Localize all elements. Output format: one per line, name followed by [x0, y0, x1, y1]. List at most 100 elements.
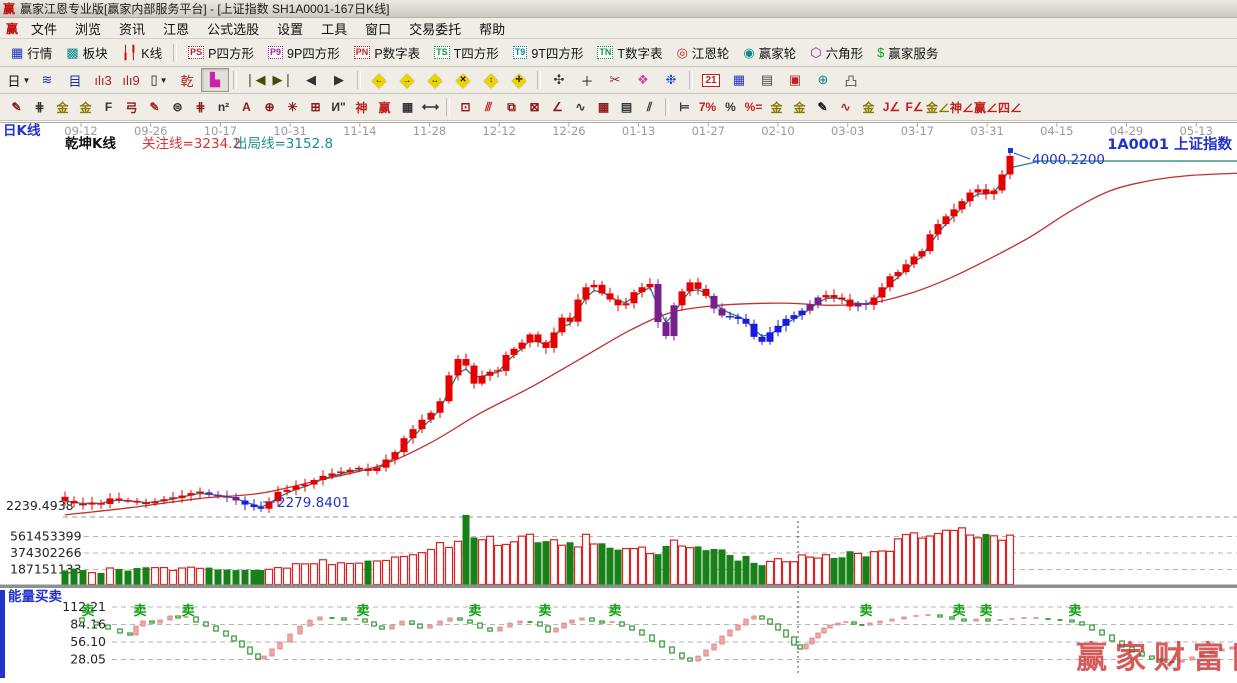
toolbar-button-step-forward[interactable]: ▶ [325, 68, 353, 92]
draw-tool-brush-tool[interactable]: ✎ [149, 100, 160, 114]
draw-tool-gann-fan-circle-tool[interactable]: ⊕ [264, 100, 275, 114]
draw-tool-span-measure-tool[interactable]: ⟷ [421, 100, 440, 114]
toolbar-button-gann-diamond-cross[interactable]: ◆ ✛ [505, 68, 533, 92]
draw-tool-ink-brush-tool[interactable]: ✎ [817, 100, 828, 114]
draw-tool-percent-retrace-tool[interactable]: 7% [698, 100, 717, 114]
chart-area[interactable]: 09-12 09-26 10-17 10-31 11-14 11-28 12-12 12-26… [0, 121, 1237, 678]
separator [357, 71, 361, 89]
toolbar-button-minor-cycle-9[interactable]: ılı9 [117, 68, 145, 92]
draw-tool-f-angle-tool[interactable]: F∠ [905, 100, 924, 114]
menu-item-trade-entrust[interactable]: 交易委托 [409, 21, 462, 37]
draw-tool-gold-line-tool[interactable]: 金 [793, 100, 806, 115]
draw-tool-pen-tool[interactable]: ✎ [11, 100, 22, 114]
menu-item-settings[interactable]: 设置 [277, 21, 304, 37]
toolbar-button-p-square[interactable]: PS P四方形 [181, 40, 261, 65]
toolbar-button-9t-square[interactable]: T9 9T四方形 [506, 40, 591, 65]
draw-tool-boxed-grid-tool[interactable]: ⊠ [529, 100, 540, 114]
draw-tool-hatch-tool[interactable]: ▤ [620, 100, 633, 114]
draw-tool-spiral-tool[interactable]: 弓 [125, 100, 138, 115]
draw-tool-number-grid-tool[interactable]: ▦ [401, 100, 414, 114]
toolbar-button-jump-last[interactable]: ▶❘ [269, 68, 297, 92]
toolbar-button-gann-diamond-h[interactable]: ◆ ↔ [421, 68, 449, 92]
draw-tool-gold-ratio-tool[interactable]: 金 [56, 100, 69, 115]
draw-tool-j-angle-tool[interactable]: J∠ [882, 100, 901, 114]
draw-tool-grid-lines-tool[interactable]: ⋕ [34, 100, 45, 114]
toolbar-button-winner-wheel[interactable]: ◉ 赢家轮 [736, 40, 803, 65]
toolbar-button-notes[interactable]: ▤ [753, 68, 781, 92]
draw-tool-dense-grid-tool[interactable]: ▦ [597, 100, 610, 114]
toolbar-button-print[interactable]: 凸 [837, 68, 865, 92]
title-bar[interactable]: 赢 赢家江恩专业版[赢家内部服务平台] - [上证指数 SH1A0001-167… [0, 0, 1237, 18]
draw-tool-gann-circle-tool[interactable]: ⊜ [172, 100, 183, 114]
draw-tool-gold-circle-tool[interactable]: 金 [770, 100, 783, 115]
draw-tool-fibonacci-tool[interactable]: F [104, 100, 113, 114]
toolbar-button-save[interactable]: ▣ [781, 68, 809, 92]
toolbar-button-gann-diamond-x[interactable]: ◆ ✕ [449, 68, 477, 92]
toolbar-button-gann-diamond-left[interactable]: ◆ ← [365, 68, 393, 92]
draw-tool-gann-web-tool[interactable]: ✳ [287, 100, 298, 114]
draw-tool-wave-mark-tool[interactable]: И" [331, 100, 346, 114]
draw-tool-box-tool[interactable]: ⊡ [460, 100, 471, 114]
menu-item-gann[interactable]: 江恩 [163, 21, 190, 37]
draw-tool-wave-band-tool[interactable]: ∿ [840, 100, 851, 114]
toolbar-button-p-number-table[interactable]: PN P数字表 [347, 40, 427, 65]
toolbar-button-sectors[interactable]: ▩ 板块 [59, 40, 114, 65]
draw-tool-gold-angle-tool[interactable]: 金∠ [926, 100, 951, 115]
toolbar-button-gann-wheel[interactable]: ◎ 江恩轮 [670, 40, 737, 65]
toolbar-button-calculator[interactable]: ▦ [725, 68, 753, 92]
draw-tool-gann-box-tool[interactable]: ⊞ [310, 100, 321, 114]
toolbar-button-period-day-dropdown[interactable]: 日 ▼ [5, 68, 33, 92]
draw-tool-percent-line-tool[interactable]: %= [744, 100, 763, 114]
toolbar-button-minor-cycle-3[interactable]: ılı3 [89, 68, 117, 92]
draw-tool-gold-under-tool[interactable]: 金 [862, 100, 875, 115]
toolbar-button-mark-tool[interactable]: ❖ [629, 68, 657, 92]
menu-item-window[interactable]: 窗口 [365, 21, 392, 37]
toolbar-button-info-view[interactable]: 目 [61, 68, 89, 92]
draw-tool-boxed-fan-tool[interactable]: ⧉ [507, 99, 516, 114]
toolbar-button-hand-tool[interactable]: ✣ [545, 68, 573, 92]
toolbar-button-step-back[interactable]: ◀ [297, 68, 325, 92]
draw-tool-percent-tool[interactable]: % [725, 100, 736, 114]
menu-item-browse[interactable]: 浏览 [75, 21, 102, 37]
draw-tool-zigzag-tool[interactable]: ∿ [575, 100, 586, 114]
draw-tool-angle-line-tool[interactable]: ∠ [552, 100, 563, 114]
draw-tool-ying-angle-tool[interactable]: 赢∠ [974, 100, 999, 115]
toolbar-button-t-square[interactable]: TS T四方形 [427, 40, 506, 65]
volume-bar-up [637, 546, 647, 586]
draw-tool-gold-section-tool[interactable]: 金 [79, 100, 92, 115]
toolbar-button-hexagon[interactable]: ⬡ 六角形 [803, 40, 870, 65]
toolbar-button-gann-diamond-right[interactable]: ◆ → [393, 68, 421, 92]
toolbar-button-quotes[interactable]: ▦ 行情 [4, 40, 59, 65]
toolbar-button-candle-style-dropdown[interactable]: ▯ ▼ [145, 68, 173, 92]
menu-item-news[interactable]: 资讯 [119, 21, 146, 37]
toolbar-button-jump-first[interactable]: ❘◀ [241, 68, 269, 92]
draw-tool-ying-tool[interactable]: 赢 [378, 100, 391, 115]
toolbar-button-gann-diamond-v[interactable]: ◆ ↕ [477, 68, 505, 92]
draw-tool-shen-tool[interactable]: 神 [355, 100, 368, 115]
toolbar-button-kline[interactable]: ╽╿ K线 [115, 40, 170, 65]
draw-tool-shen-angle-tool[interactable]: 神∠ [950, 100, 975, 115]
toolbar-button-winner-service[interactable]: $ 赢家服务 [870, 40, 945, 65]
toolbar-button-t-number-table[interactable]: TN T数字表 [590, 40, 669, 65]
draw-tool-ray-fan-tool[interactable]: ⫻ [484, 99, 493, 114]
kline-chart[interactable]: 09-12 09-26 10-17 10-31 11-14 11-28 12-12 12-26… [0, 121, 1237, 678]
toolbar-button-qiankun-kline[interactable]: 乾 [173, 68, 201, 92]
toolbar-button-analyze-tool[interactable]: ❉ [657, 68, 685, 92]
menu-item-formula-stock-pick[interactable]: 公式选股 [207, 21, 260, 37]
toolbar-button-pattern-chart[interactable]: ≋ [33, 68, 61, 92]
menu-item-tools[interactable]: 工具 [321, 21, 348, 37]
toolbar-button-export-web[interactable]: ⊕ [809, 68, 837, 92]
draw-tool-angle-a-tool[interactable]: A [242, 100, 251, 114]
toolbar-button-calendar[interactable]: 21 [697, 68, 725, 92]
toolbar-button-crosshair-tool[interactable]: ＋ [573, 68, 601, 92]
draw-tool-price-grid-tool[interactable]: ⋕ [195, 100, 206, 114]
draw-tool-scale-list-tool[interactable]: ⊨ [679, 100, 690, 114]
draw-tool-four-angle-tool[interactable]: 四∠ [998, 100, 1023, 115]
toolbar-button-9p-square[interactable]: P9 9P四方形 [261, 40, 347, 65]
draw-tool-square-n2-tool[interactable]: n² [217, 100, 230, 114]
draw-tool-parallel-tool[interactable]: ⫽ [646, 99, 653, 114]
menu-item-help[interactable]: 帮助 [479, 21, 506, 37]
menu-item-file[interactable]: 文件 [31, 21, 58, 37]
toolbar-button-color-volume-chart[interactable]: ▙ [201, 68, 229, 92]
toolbar-button-erase-tool[interactable]: ✂ [601, 68, 629, 92]
